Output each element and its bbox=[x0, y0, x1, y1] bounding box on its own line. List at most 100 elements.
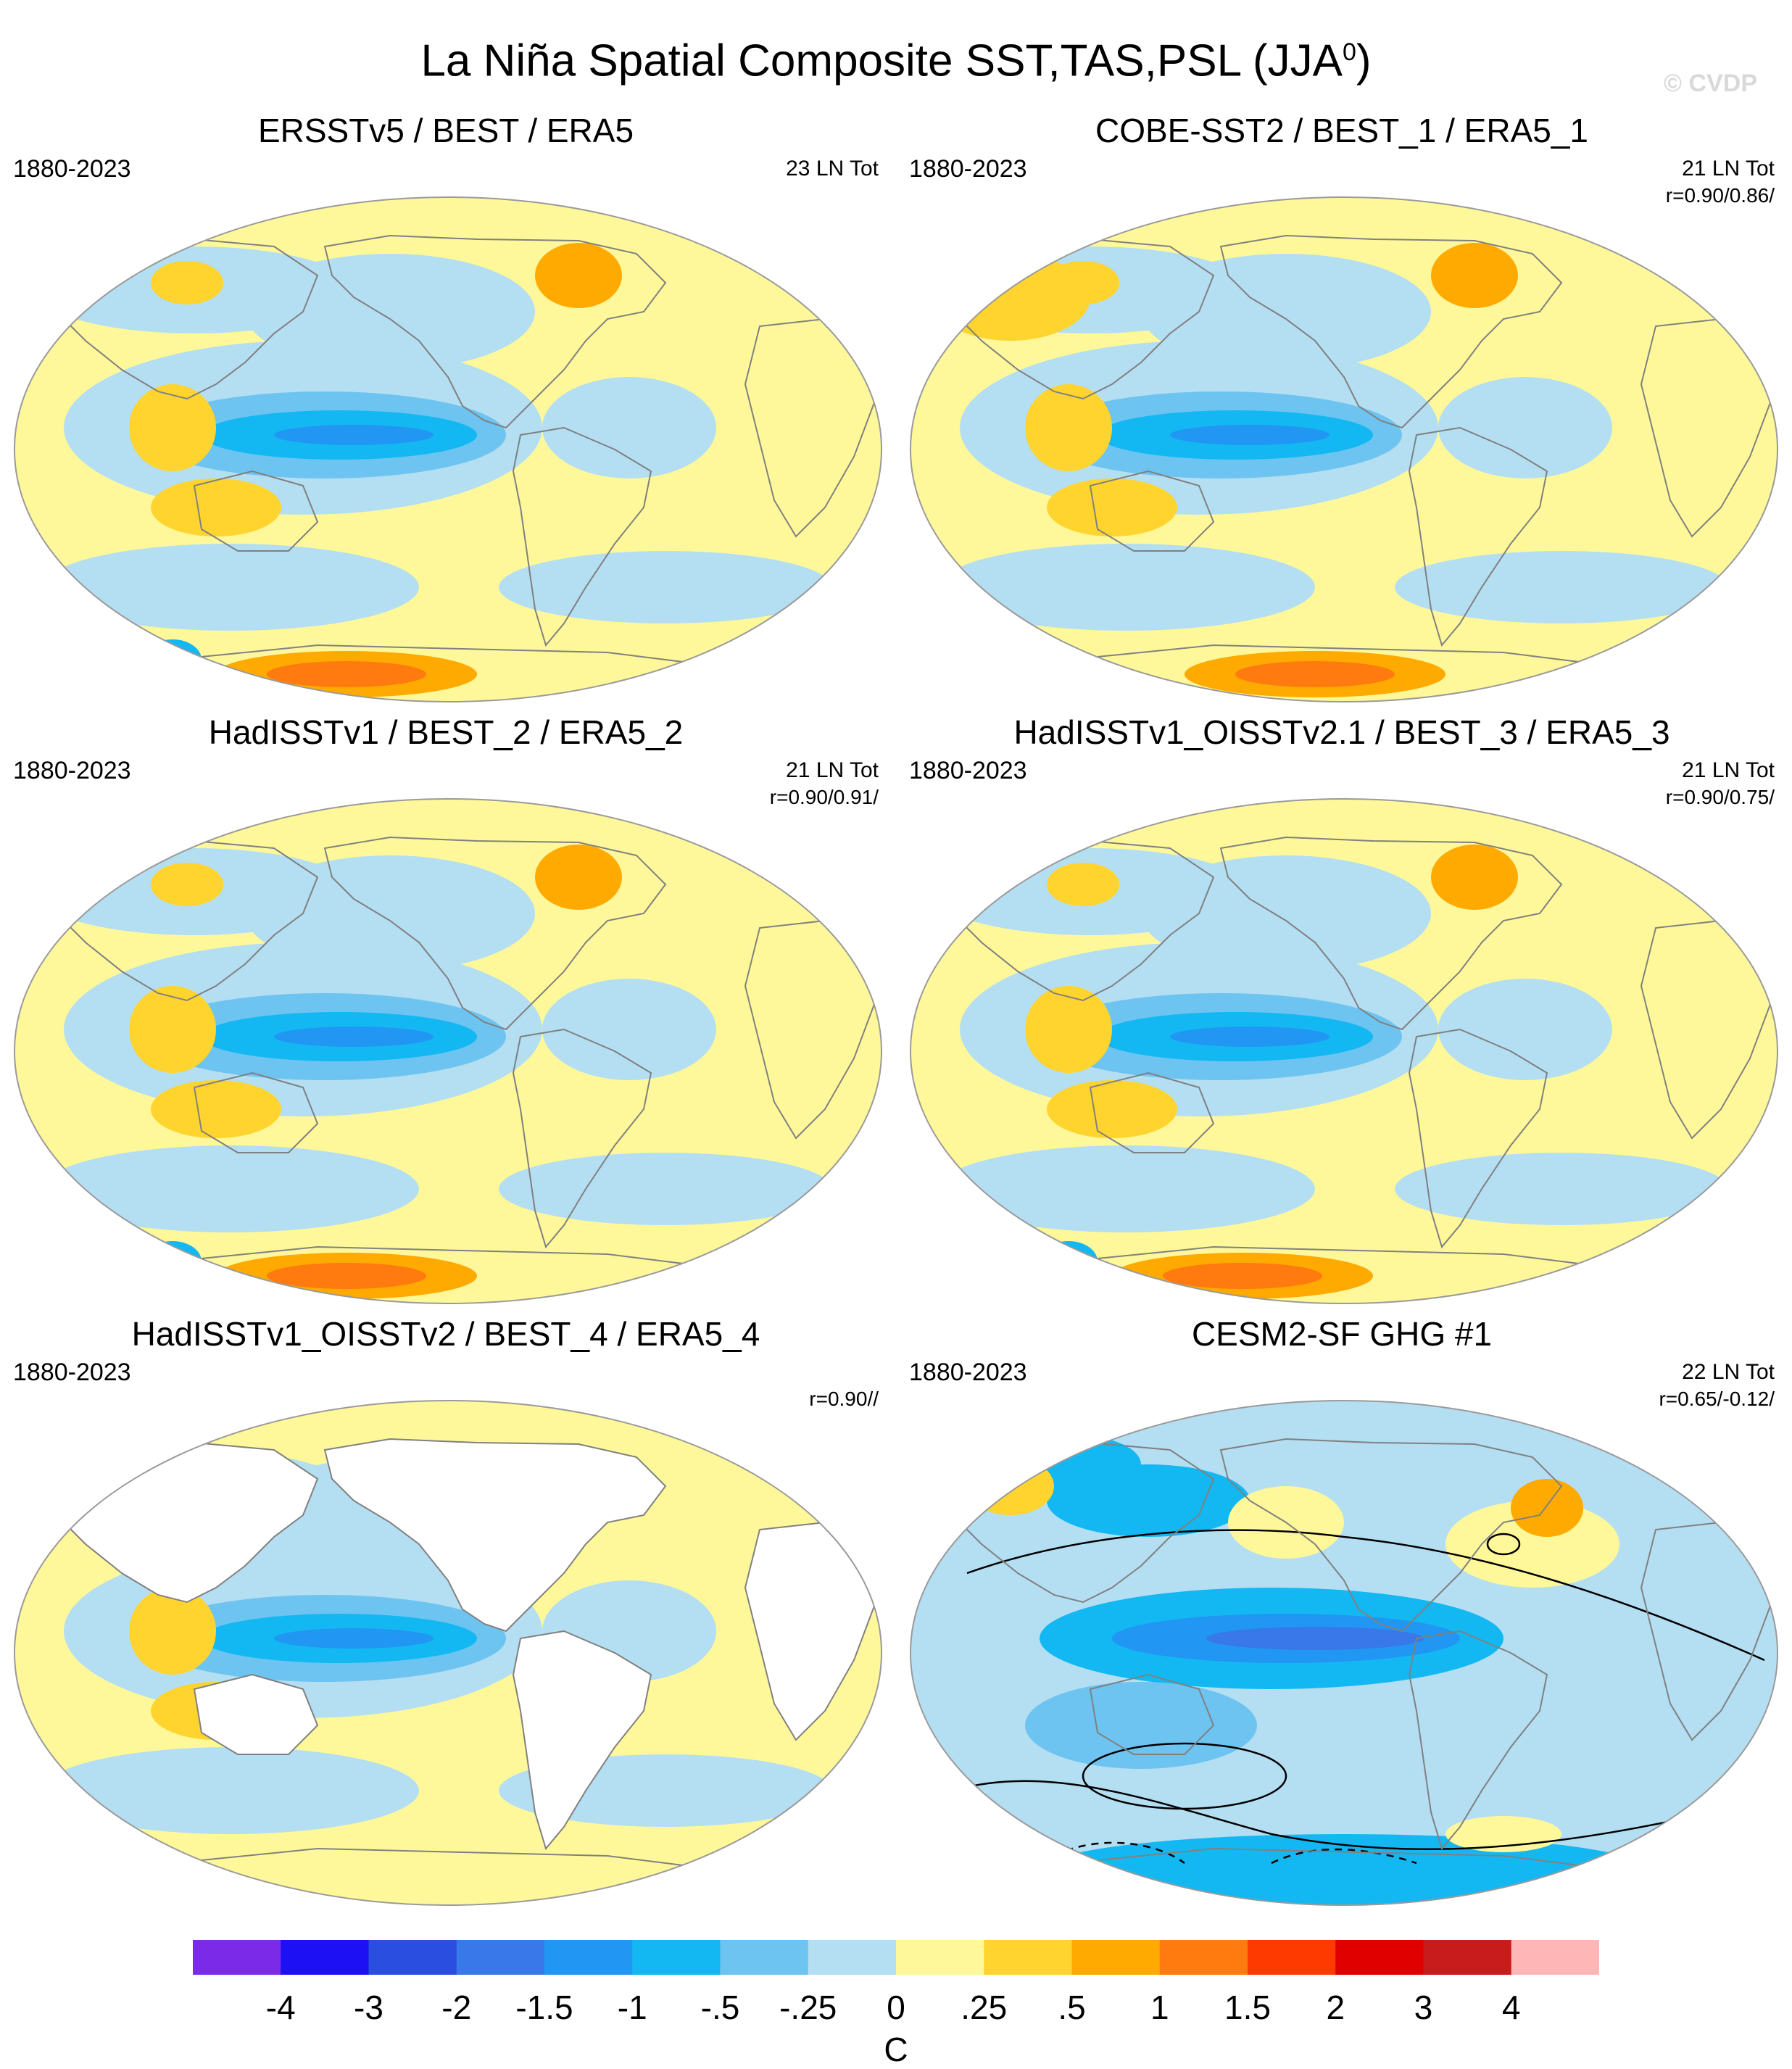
anomaly-canada-warm bbox=[1431, 243, 1518, 308]
anomaly-australia-warm bbox=[1047, 478, 1177, 536]
map-outline bbox=[910, 798, 1778, 1304]
colorbar-tick-label: 1.5 bbox=[1224, 1989, 1271, 2026]
map-field bbox=[14, 197, 882, 702]
anomaly-north-pacific bbox=[1141, 855, 1431, 971]
panel-title: ERSSTv5 / BEST / ERA5 bbox=[257, 112, 634, 149]
panel-title: HadISSTv1 / BEST_2 / ERA5_2 bbox=[208, 713, 684, 751]
map-field bbox=[14, 1401, 882, 1905]
psl-contour bbox=[1082, 1742, 1287, 1810]
panel-correlation: r=0.65/-0.12/ bbox=[1659, 1388, 1775, 1410]
coastline-namerica bbox=[323, 234, 667, 429]
colorbar-unit: C bbox=[884, 2031, 908, 2068]
anomaly-australia-warm bbox=[151, 478, 281, 536]
anomaly-japan-warm bbox=[151, 261, 223, 304]
panel-period: 1880-2023 bbox=[909, 1359, 1027, 1386]
coastline-australia bbox=[193, 470, 319, 552]
colorbar-swatches bbox=[193, 1940, 1600, 1975]
anomaly-australia-warm bbox=[151, 1080, 281, 1138]
anomaly-north-pacific bbox=[1141, 254, 1431, 370]
coastline-australia bbox=[1089, 1673, 1215, 1755]
composite-map bbox=[910, 798, 1778, 1304]
anomaly-pacific-center bbox=[274, 1628, 434, 1649]
anomaly-eurasia-warm bbox=[931, 254, 1090, 341]
coastline-samerica bbox=[512, 1028, 652, 1249]
coastline-samerica bbox=[512, 1630, 652, 1851]
psl-contour bbox=[1486, 1533, 1521, 1556]
anomaly-atlantic bbox=[1438, 377, 1612, 478]
coastline-europe-asia bbox=[937, 1441, 1215, 1604]
anomaly-maritime-warm bbox=[129, 384, 216, 471]
colorbar bbox=[193, 1940, 1600, 1975]
colorbar-swatch bbox=[1423, 1940, 1512, 1975]
composite-map bbox=[14, 196, 882, 702]
anomaly-north-pacific bbox=[245, 855, 535, 971]
panel-correlation: r=0.90/0.91/ bbox=[769, 786, 879, 808]
panel-period: 1880-2023 bbox=[13, 1359, 131, 1386]
anomaly-maritime-warm bbox=[129, 1588, 216, 1675]
map-outline bbox=[14, 196, 882, 702]
anomaly-antarctic-strong bbox=[1163, 1263, 1322, 1289]
anomaly-pacific-center bbox=[1170, 1027, 1330, 1047]
map-panel: HadISSTv1 / BEST_2 / ERA5_2 1880-2023 21 L… bbox=[0, 710, 892, 1312]
anomaly-antarctic-cold bbox=[1040, 1241, 1098, 1282]
colorbar-swatch bbox=[1248, 1940, 1336, 1975]
coastline-namerica bbox=[1219, 1438, 1563, 1633]
anomaly-maritime-warm bbox=[1025, 986, 1112, 1073]
colorbar-swatch bbox=[896, 1940, 984, 1975]
anomaly-north-pacific bbox=[245, 254, 535, 370]
anomaly-south-pacific bbox=[1025, 1682, 1257, 1769]
coastline-samerica bbox=[1408, 1028, 1548, 1249]
anomaly-antarctic-strong bbox=[267, 1263, 426, 1289]
anomaly-maritime-warm bbox=[129, 986, 216, 1073]
composite-map bbox=[14, 1400, 882, 1906]
anomaly-southern-atlantic bbox=[499, 551, 832, 623]
colorbar-tick-label: -4 bbox=[265, 1989, 296, 2026]
composite-map bbox=[910, 196, 1778, 702]
coastline-australia bbox=[1089, 470, 1215, 552]
anomaly-southern bbox=[938, 544, 1315, 631]
panel-period: 1880-2023 bbox=[13, 155, 131, 183]
map-field bbox=[910, 197, 1778, 702]
map-panel: ERSSTv5 / BEST / ERA5 1880-2023 23 LN Tot bbox=[0, 109, 892, 710]
anomaly-southern bbox=[42, 1747, 419, 1834]
psl-contour bbox=[952, 1780, 1743, 1851]
anomaly-pacific-center bbox=[274, 425, 434, 445]
colorbar-tick-label: -.5 bbox=[700, 1989, 740, 2026]
anomaly-japan-warm bbox=[1047, 863, 1119, 906]
coastline-namerica bbox=[323, 836, 667, 1031]
colorbar-tick-label: -2 bbox=[441, 1989, 472, 2026]
colorbar-tick-label: -3 bbox=[354, 1989, 383, 2026]
colorbar-tick-label: .25 bbox=[961, 1989, 1008, 2026]
colorbar-tick-label: 4 bbox=[1501, 1989, 1521, 2026]
colorbar-tick-label: -1.5 bbox=[515, 1989, 573, 2026]
colorbar-swatch bbox=[720, 1940, 809, 1975]
panel-period: 1880-2023 bbox=[13, 757, 131, 784]
panel-event-count: 21 LN Tot bbox=[1682, 157, 1775, 181]
anomaly-antarctic-strong bbox=[1235, 661, 1395, 687]
anomaly-southern bbox=[42, 1145, 419, 1232]
colorbar-swatch bbox=[984, 1940, 1072, 1975]
anomaly-australia-warm bbox=[1047, 1080, 1177, 1138]
panel-title: HadISSTv1_OISSTv2.1 / BEST_3 / ERA5_3 bbox=[1013, 713, 1670, 751]
colorbar-tick-label: 1 bbox=[1150, 1989, 1169, 2026]
cvdp-watermark: © CVDP bbox=[1664, 70, 1757, 97]
panel-event-count: 23 LN Tot bbox=[786, 157, 879, 181]
panel-period: 1880-2023 bbox=[909, 757, 1027, 784]
map-field bbox=[910, 799, 1778, 1303]
colorbar-tick-label: -1 bbox=[617, 1989, 647, 2026]
anomaly-antarctic-strong bbox=[267, 661, 426, 687]
panel-event-count: 21 LN Tot bbox=[786, 758, 879, 782]
map-panel: COBE-SST2 / BEST_1 / ERA5_1 1880-2023 21 L… bbox=[896, 109, 1788, 710]
colorbar-swatch bbox=[632, 1940, 721, 1975]
anomaly-pacific-center bbox=[274, 1027, 434, 1047]
panel-correlation: r=0.90/0.75/ bbox=[1665, 786, 1775, 808]
colorbar-swatch bbox=[193, 1940, 281, 1975]
coastline-namerica bbox=[1219, 836, 1563, 1031]
anomaly-southern bbox=[938, 1145, 1315, 1232]
panel-title: HadISSTv1_OISSTv2 / BEST_4 / ERA5_4 bbox=[131, 1315, 760, 1353]
anomaly-southern-atlantic bbox=[1395, 551, 1728, 623]
colorbar-swatch bbox=[1071, 1940, 1161, 1975]
anomaly-canada-warm bbox=[535, 845, 622, 910]
coastline-europe-asia bbox=[41, 238, 319, 400]
anomaly-canada-warm bbox=[1431, 845, 1518, 910]
